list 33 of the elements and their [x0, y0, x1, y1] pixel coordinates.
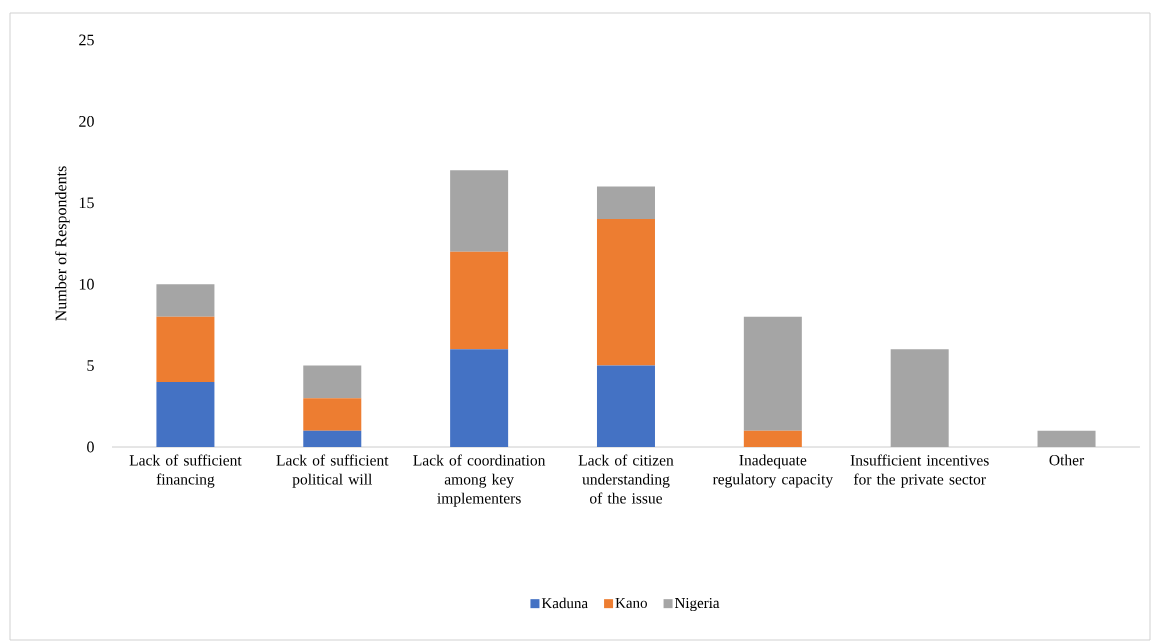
legend-label: Kaduna	[541, 597, 588, 609]
bar	[1037, 430, 1096, 447]
bar	[596, 365, 655, 447]
bar	[890, 349, 949, 447]
legend-label: Kano	[615, 597, 647, 608]
x-tick-label: Insufficient incentives for the private sector	[850, 454, 989, 488]
x-tick-label: Inadequate regulatory capacity	[712, 454, 834, 488]
bar	[303, 365, 362, 399]
bar	[156, 381, 215, 447]
x-tick-label: Lack of coordination among key implementers	[413, 454, 546, 507]
y-tick-label: 25	[79, 34, 94, 46]
y-axis-title: Number of Respondents	[54, 166, 70, 321]
bar	[743, 430, 802, 447]
y-tick-label: 5	[87, 360, 94, 371]
bar	[156, 284, 215, 317]
bar	[596, 186, 655, 220]
bar	[743, 316, 802, 431]
y-tick-label: 15	[79, 197, 94, 209]
bar	[303, 398, 362, 431]
x-tick-label: Lack of citizen understanding of the issue	[578, 454, 674, 504]
x-tick-label: Lack of sufficient financing	[129, 454, 242, 488]
bar	[450, 170, 509, 252]
y-tick-label: 10	[79, 278, 94, 290]
bar	[303, 430, 362, 447]
y-tick-label: 0	[87, 441, 94, 453]
x-tick-label: Other	[1049, 454, 1085, 466]
bar	[596, 219, 655, 366]
bar	[156, 316, 215, 382]
bar	[450, 251, 509, 350]
legend-label: Nigeria	[674, 597, 720, 612]
x-tick-label: Lack of sufficient political will	[276, 454, 389, 488]
bar	[450, 349, 509, 447]
y-tick-label: 20	[79, 116, 94, 127]
